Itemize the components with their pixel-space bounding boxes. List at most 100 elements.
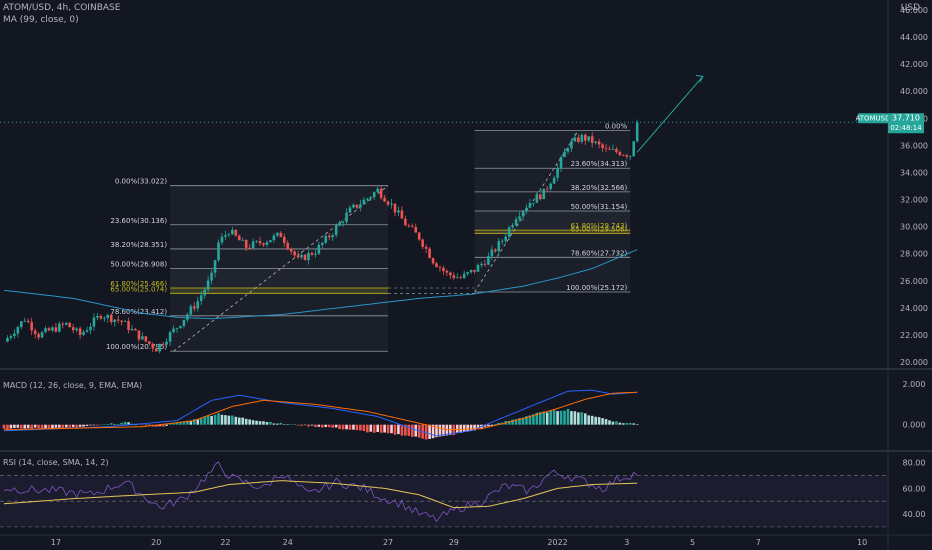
macd-bar	[286, 424, 290, 425]
macd-bar	[355, 424, 359, 431]
candle-body	[407, 225, 411, 227]
macd-bar	[20, 424, 23, 429]
macd-bar	[186, 420, 189, 425]
macd-bar	[64, 424, 68, 428]
candle-body	[552, 177, 556, 184]
candle-body	[227, 234, 231, 236]
price-tick-label: 20.000	[900, 358, 928, 367]
macd-bar	[369, 424, 373, 432]
candle-body	[366, 198, 369, 200]
macd-bar	[96, 424, 99, 426]
candle-body	[109, 314, 113, 323]
macd-bar	[51, 424, 54, 429]
candle-body	[570, 141, 573, 149]
macd-bar	[511, 419, 514, 425]
macd-bar	[203, 416, 206, 425]
price-tag-value: 37.710	[892, 114, 920, 123]
candle-body	[608, 148, 611, 150]
macd-bar	[289, 424, 293, 425]
forecast-arrow	[636, 76, 704, 153]
macd-bar	[237, 417, 241, 425]
macd-bar	[483, 424, 487, 427]
macd-bar	[158, 424, 161, 427]
candle-body	[390, 203, 393, 205]
candle-body	[500, 240, 504, 242]
macd-bar	[376, 424, 379, 432]
macd-bar	[611, 421, 615, 425]
candle-body	[618, 152, 622, 156]
candle-body	[37, 333, 40, 338]
macd-bar	[559, 410, 563, 425]
macd-bar	[23, 424, 27, 429]
candle-body	[251, 241, 255, 249]
candle-body	[324, 235, 328, 243]
candle-body	[483, 263, 487, 265]
candle-body	[179, 325, 182, 328]
candle-body	[71, 327, 75, 331]
price-tick-label: 36.000	[900, 141, 928, 150]
candle-body	[310, 252, 314, 255]
macd-bar	[455, 424, 459, 434]
candle-body	[521, 211, 525, 217]
macd-bar	[296, 424, 300, 426]
candle-body	[376, 188, 379, 193]
candle-body	[466, 272, 469, 274]
macd-bar	[26, 424, 30, 429]
macd-bar	[47, 424, 51, 429]
candle-body	[397, 210, 400, 213]
macd-bar	[608, 420, 611, 425]
candle-body	[154, 348, 158, 352]
candle-body	[85, 330, 89, 332]
candle-body	[352, 204, 355, 208]
candle-body	[151, 343, 155, 349]
macd-tick-label: 2.000	[903, 380, 926, 389]
rsi-tick-label: 40.00	[903, 510, 926, 519]
macd-bar	[61, 424, 65, 429]
candle-body	[106, 314, 110, 319]
candle-body	[203, 289, 206, 296]
macd-bar	[532, 414, 535, 425]
candle-body	[321, 242, 324, 245]
candle-body	[116, 319, 120, 321]
macd-bar	[58, 424, 61, 428]
macd-bar	[594, 416, 597, 425]
candle-body	[33, 330, 37, 334]
candle-body	[193, 306, 196, 309]
macd-bar	[179, 422, 182, 425]
candle-body	[601, 144, 604, 148]
macd-bar	[193, 419, 196, 425]
macd-bar	[563, 410, 566, 425]
candle-body	[424, 246, 428, 249]
macd-bar	[293, 424, 296, 425]
macd-bar	[120, 422, 123, 425]
fib-level-label: 61.80%(29.743)	[571, 222, 628, 230]
macd-bar	[473, 424, 476, 431]
candle-body	[528, 203, 532, 208]
macd-bar	[348, 424, 352, 430]
macd-bar	[359, 424, 362, 431]
candle-body	[404, 218, 407, 226]
fib-level-label: 0.00%(33.022)	[115, 178, 167, 186]
macd-bar	[144, 424, 148, 426]
macd-bar	[362, 424, 366, 432]
macd-bar	[494, 423, 497, 425]
macd-bar	[590, 415, 594, 425]
macd-bar	[262, 421, 265, 425]
macd-bar	[279, 422, 283, 425]
candle-body	[334, 225, 338, 236]
candle-body	[282, 236, 286, 243]
macd-bar	[549, 410, 552, 425]
fib-level-label: 65.00%(25.074)	[110, 285, 167, 293]
macd-bar	[476, 424, 480, 429]
macd-bar	[68, 424, 72, 428]
macd-bar	[99, 424, 103, 425]
candle-body	[594, 141, 597, 143]
fib-level-label: 61.80%(25.466)	[110, 280, 167, 288]
macd-bar	[54, 424, 58, 428]
macd-bar	[542, 411, 546, 425]
rsi-tick-label: 60.00	[903, 484, 926, 493]
candle-body	[359, 204, 362, 208]
candle-body	[480, 263, 483, 266]
macd-bar	[625, 422, 629, 425]
